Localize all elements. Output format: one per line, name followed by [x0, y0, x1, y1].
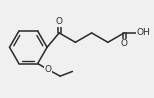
Text: O: O [56, 17, 63, 26]
Text: OH: OH [136, 28, 150, 37]
Text: O: O [45, 65, 51, 74]
Text: O: O [121, 39, 128, 48]
